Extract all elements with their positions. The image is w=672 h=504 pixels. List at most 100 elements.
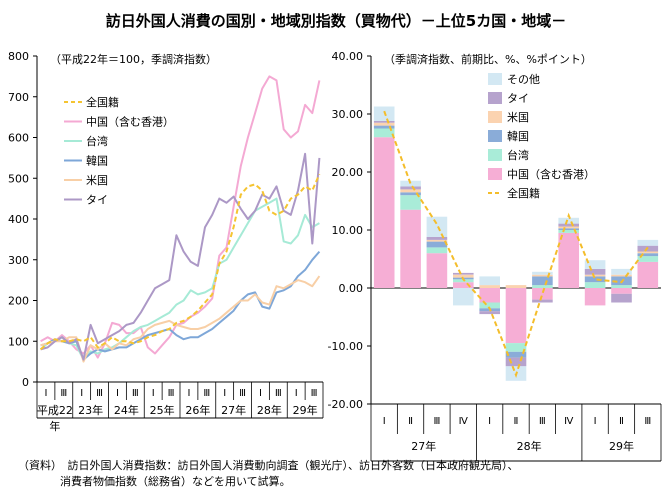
bar-segment-korea_bar — [584, 276, 606, 283]
bar-segment-taiwan_bar — [637, 256, 659, 262]
right-quarter-label: Ⅰ — [488, 416, 491, 427]
left-y-tick-label: 0 — [22, 376, 29, 389]
left-quarter-label: Ⅲ — [239, 388, 246, 399]
legend-label-thai: タイ — [86, 194, 108, 207]
bar-segment-other — [400, 180, 421, 187]
left-quarter-label: Ⅰ — [223, 388, 226, 399]
bar-segment-china_bar — [637, 261, 659, 288]
bar-segment-thai_bar — [532, 299, 553, 303]
legend-label-other: その他 — [507, 73, 540, 86]
bar-segment-us_bar — [637, 251, 659, 254]
right-chart-note: （季調済指数、前期比、%、%ポイント） — [384, 52, 592, 66]
bar-segment-thai_bar — [400, 186, 421, 190]
bar-segment-korea_bar — [426, 241, 448, 248]
right-quarter-label: Ⅲ — [539, 416, 546, 427]
left-y-tick-label: 700 — [8, 91, 29, 104]
bar-segment-other — [584, 260, 606, 269]
legend-label-china: 中国（含む香港） — [86, 115, 174, 129]
right-y-tick-label: -20.00 — [328, 398, 363, 411]
left-year-label: 23年 — [78, 403, 103, 417]
bar-segment-us_bar — [479, 285, 500, 288]
left-quarter-label: Ⅰ — [187, 388, 190, 399]
left-year-label: 28年 — [257, 403, 282, 417]
left-y-tick-label: 500 — [8, 172, 29, 185]
left-y-tick-label: 800 — [8, 50, 29, 63]
right-quarter-label: Ⅳ — [564, 416, 574, 427]
left-line-chart: （平成22年＝100，季調済指数） 0 100 200 300 400 500 600 700… — [8, 50, 324, 433]
left-y-tick-label: 600 — [8, 132, 29, 145]
bar-segment-china_bar — [532, 288, 553, 300]
left-y-tick-label: 300 — [8, 254, 29, 267]
series-line-thai — [40, 152, 321, 361]
bar-segment-us_bar — [400, 189, 421, 193]
left-quarter-label: Ⅲ — [96, 388, 103, 399]
left-year-label: 24年 — [114, 403, 139, 417]
bar-segment-other — [426, 216, 448, 237]
bar-segment-thai_bar — [505, 357, 527, 367]
right-y-tick-label: -10.00 — [328, 340, 363, 353]
legend-swatch-thai_bar — [488, 92, 502, 104]
bar-segment-us_bar — [453, 274, 474, 278]
right-quarter-label: Ⅱ — [619, 416, 624, 427]
series-line-all — [39, 173, 321, 351]
right-bar-chart: （季調済指数、前期比、%、%ポイント） 40.00 30.00 20.00 10.00… — [328, 50, 662, 462]
bar-segment-other — [611, 268, 632, 275]
left-quarter-label: Ⅲ — [132, 388, 139, 399]
bar-segment-thai_bar — [611, 293, 632, 303]
bar-segment-china_bar — [373, 137, 395, 288]
legend-swatch-china_bar — [488, 168, 502, 180]
legend-label-all_bar_line: 全国籍 — [507, 186, 540, 200]
bar-segment-taiwan_bar — [611, 285, 632, 288]
left-quarter-label: Ⅰ — [295, 388, 298, 399]
right-y-tick-label: 0.00 — [339, 282, 364, 295]
series-line-taiwan — [39, 197, 320, 361]
legend-swatch-us_bar — [488, 111, 502, 123]
right-y-tick-label: 40.00 — [332, 50, 364, 63]
legend-swatch-other — [488, 73, 502, 85]
left-quarter-label: Ⅰ — [116, 388, 119, 399]
series-line-china — [40, 75, 321, 359]
left-quarter-label: Ⅰ — [44, 388, 47, 399]
left-y-tick-label: 400 — [8, 213, 29, 226]
right-quarter-label: Ⅰ — [383, 416, 386, 427]
bar-segment-thai_bar — [558, 223, 579, 227]
bar-segment-us_bar — [505, 285, 527, 288]
bar-segment-taiwan_bar — [558, 230, 579, 233]
right-quarter-label: Ⅲ — [433, 416, 440, 427]
right-year-label: 28年 — [517, 439, 542, 453]
left-year-label: 平成22 — [37, 404, 73, 417]
bar-segment-thai_bar — [479, 311, 500, 315]
left-quarter-label: Ⅲ — [60, 388, 67, 399]
bar-segment-thai_bar — [584, 268, 606, 275]
bar-segment-taiwan_bar — [426, 247, 448, 254]
series-line-us — [40, 275, 321, 363]
left-year-label: 27年 — [221, 403, 246, 417]
left-year-label: 年 — [49, 419, 60, 433]
bar-segment-us_bar — [611, 274, 632, 277]
bar-segment-thai_bar — [453, 272, 474, 275]
series-line-all-nationality — [383, 110, 649, 378]
bar-segment-us_bar — [532, 274, 553, 277]
bar-segment-china_bar — [453, 282, 474, 288]
legend-label-us_bar: 米国 — [507, 111, 529, 124]
left-quarter-label: Ⅰ — [152, 388, 155, 399]
legend-label-korea: 韓国 — [86, 155, 108, 168]
bar-segment-korea_bar — [373, 125, 395, 129]
series-line-korea — [40, 250, 321, 361]
source-note-line1: （資料） 訪日外国人消費指数：訪日外国人消費動向調査（観光庁）、訪日外客数（日本… — [18, 458, 519, 472]
right-y-tick-label: 30.00 — [332, 108, 364, 121]
bar-segment-china_bar — [558, 232, 579, 288]
right-quarter-label: Ⅱ — [514, 416, 519, 427]
legend-label-taiwan_bar: 台湾 — [507, 148, 529, 162]
legend-label-thai_bar: タイ — [507, 92, 529, 105]
bar-segment-other — [479, 276, 500, 286]
bar-segment-taiwan_bar — [532, 285, 553, 288]
right-year-label: 29年 — [609, 439, 634, 453]
legend-label-all: 全国籍 — [86, 95, 119, 109]
left-year-label: 29年 — [293, 403, 318, 417]
right-quarter-label: Ⅱ — [408, 416, 413, 427]
left-quarter-label: Ⅲ — [203, 388, 210, 399]
right-y-tick-label: 10.00 — [332, 224, 364, 237]
bar-segment-other — [532, 271, 553, 275]
legend-swatch-korea_bar — [488, 130, 502, 142]
